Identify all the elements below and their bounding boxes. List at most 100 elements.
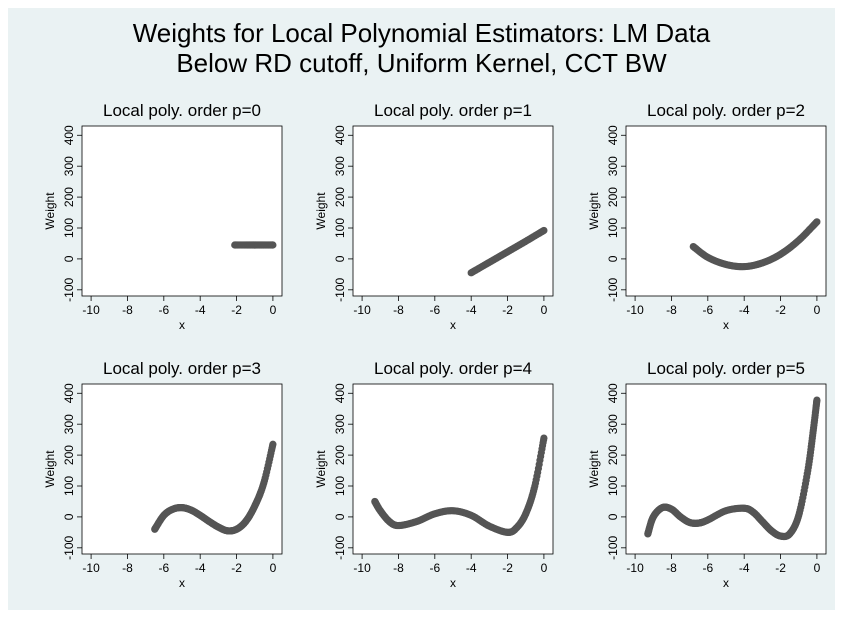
panel-4: Local poly. order p=4 -10 -8 -6 -4 -2 0 x -100 0 1… — [314, 359, 554, 590]
y-tick-label: 400 — [62, 383, 76, 403]
y-tick-label: 400 — [62, 125, 76, 145]
y-tick-label: 300 — [62, 414, 76, 434]
y-tick-label: 300 — [606, 414, 620, 434]
y-tick-label: -100 — [62, 535, 76, 559]
y-axis-label: Weight — [587, 450, 601, 488]
x-tick-label: -8 — [122, 303, 133, 317]
x-tick-label: -6 — [429, 303, 440, 317]
y-tick-label: 400 — [333, 125, 347, 145]
data-point — [269, 241, 277, 249]
y-tick-label: -100 — [606, 277, 620, 301]
y-tick-label: 100 — [62, 218, 76, 238]
y-tick-label: -100 — [606, 535, 620, 559]
y-tick-label: 300 — [606, 156, 620, 176]
x-tick-label: -10 — [353, 303, 371, 317]
x-tick-label: -8 — [122, 561, 133, 575]
chart-grid: Local poly. order p=0-10 -8 -6 -4 -2 0x-10001… — [43, 101, 827, 590]
x-tick-label: -8 — [666, 303, 677, 317]
y-axis-label: Weight — [43, 192, 57, 230]
figure-title-line-2: Below RD cutoff, Uniform Kernel, CCT BW — [176, 48, 667, 78]
panel-3: Local poly. order p=3 -10 -8 -6 -4 -2 0 x -100 0 1… — [43, 359, 283, 590]
y-tick-label: 200 — [62, 445, 76, 465]
x-tick-label: 0 — [541, 303, 548, 317]
x-tick-label: -10 — [82, 561, 100, 575]
x-tick-label: -6 — [702, 303, 713, 317]
y-tick-label: 0 — [606, 513, 620, 520]
y-tick-label: 0 — [606, 255, 620, 262]
x-tick-label: -10 — [626, 303, 644, 317]
x-axis-label: x — [723, 318, 729, 332]
x-tick-label: -4 — [195, 303, 206, 317]
x-tick-label: -2 — [775, 561, 786, 575]
y-tick-label: -100 — [62, 277, 76, 301]
y-tick-label: 0 — [62, 513, 76, 520]
x-tick-label: -4 — [195, 561, 206, 575]
y-axis-label: Weight — [314, 450, 328, 488]
x-tick-label: -6 — [429, 561, 440, 575]
x-tick-label: -4 — [466, 561, 477, 575]
panel-2: Local poly. order p=2 -10 -8 -6 -4 -2 0 x -100 0 1… — [587, 101, 827, 332]
x-axis-label: x — [179, 576, 185, 590]
plot-area — [81, 125, 283, 297]
data-point — [813, 396, 821, 404]
y-tick-label: -100 — [333, 535, 347, 559]
y-tick-label: 200 — [606, 445, 620, 465]
panel-title: Local poly. order p=5 — [647, 359, 805, 378]
x-tick-label: -2 — [231, 303, 242, 317]
y-tick-label: 300 — [333, 414, 347, 434]
plot-area — [352, 383, 554, 555]
x-tick-label: -2 — [231, 561, 242, 575]
y-tick-label: 400 — [333, 383, 347, 403]
x-tick-label: 0 — [814, 561, 821, 575]
x-tick-label: -4 — [739, 561, 750, 575]
y-tick-label: 200 — [333, 187, 347, 207]
panel-title: Local poly. order p=4 — [374, 359, 532, 378]
x-axis-label: x — [723, 576, 729, 590]
y-tick-label: 100 — [62, 476, 76, 496]
x-tick-label: -2 — [502, 561, 513, 575]
data-point — [269, 440, 277, 448]
x-tick-label: -8 — [666, 561, 677, 575]
panel-title: Local poly. order p=0 — [103, 101, 261, 120]
x-axis-label: x — [450, 576, 456, 590]
panel-title: Local poly. order p=1 — [374, 101, 532, 120]
x-tick-label: -4 — [739, 303, 750, 317]
x-tick-label: -8 — [393, 303, 404, 317]
x-axis-label: x — [179, 318, 185, 332]
data-point — [540, 226, 548, 235]
x-tick-label: 0 — [270, 303, 277, 317]
y-tick-label: 400 — [606, 125, 620, 145]
panel-title: Local poly. order p=2 — [647, 101, 805, 120]
figure: Weights for Local Polynomial Estimators:… — [8, 8, 835, 610]
y-tick-label: 100 — [606, 218, 620, 238]
y-tick-label: 200 — [606, 187, 620, 207]
x-tick-label: -6 — [158, 303, 169, 317]
y-tick-label: 300 — [62, 156, 76, 176]
x-axis-label: x — [450, 318, 456, 332]
plot-area — [352, 125, 554, 297]
y-tick-label: 400 — [606, 383, 620, 403]
x-tick-label: -4 — [466, 303, 477, 317]
x-tick-label: -2 — [775, 303, 786, 317]
data-point — [540, 434, 548, 442]
panel-0: Local poly. order p=0 -10 -8 -6 -4 -2 0 x -100 0 1… — [43, 101, 283, 332]
x-tick-label: -10 — [353, 561, 371, 575]
x-tick-label: -6 — [158, 561, 169, 575]
x-tick-label: -10 — [626, 561, 644, 575]
x-tick-label: -2 — [502, 303, 513, 317]
y-tick-label: 0 — [333, 513, 347, 520]
panel-1: Local poly. order p=1 -10 -8 -6 -4 -2 0 x -100 0 1… — [314, 101, 554, 332]
panel-5: Local poly. order p=5 -10 -8 -6 -4 -2 0 x -100 0 1… — [587, 359, 827, 590]
y-tick-label: 0 — [62, 255, 76, 262]
panel-title: Local poly. order p=3 — [103, 359, 261, 378]
y-axis-label: Weight — [314, 192, 328, 230]
y-tick-label: 100 — [606, 476, 620, 496]
y-axis-label: Weight — [587, 192, 601, 230]
data-point — [813, 218, 821, 226]
y-axis-label: Weight — [43, 450, 57, 488]
y-tick-label: 100 — [333, 476, 347, 496]
figure-title-line-1: Weights for Local Polynomial Estimators:… — [132, 18, 711, 48]
plot-area — [81, 383, 283, 555]
x-tick-label: -10 — [82, 303, 100, 317]
x-tick-label: 0 — [541, 561, 548, 575]
